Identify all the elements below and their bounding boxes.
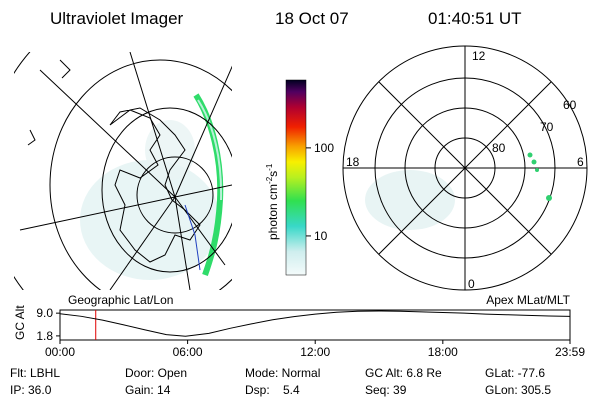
unit-text: s <box>266 171 280 177</box>
mlt-label: 18 <box>346 155 360 169</box>
mlat-label: 70 <box>540 120 554 134</box>
exponent: -2 <box>265 176 274 184</box>
colorbar-ticks: 10 100 <box>306 141 334 243</box>
colorbar-label: photon cm-2s-1 <box>265 163 280 240</box>
x-tick-label: 00:00 <box>45 345 75 359</box>
date: 18 Oct 07 <box>275 9 349 28</box>
status-field: Door: Open <box>125 366 187 380</box>
panel-label: Geographic Lat/Lon <box>68 293 173 307</box>
tick-label: 100 <box>314 141 334 155</box>
status-field: GC Alt: 6.8 Re <box>365 366 442 380</box>
colorbar <box>285 79 307 276</box>
status-field: GLat: -77.6 <box>485 366 545 380</box>
mlt-label: 6 <box>577 155 584 169</box>
tick-label: 10 <box>314 229 328 243</box>
footer: Flt: LBHL Door: Open Mode: Normal GC Alt: 6… <box>10 366 551 397</box>
mlat-label: 60 <box>563 98 577 112</box>
status-field: GLon: 305.5 <box>485 383 551 397</box>
status-field: Mode: Normal <box>245 366 320 380</box>
y-tick-label: 9.0 <box>36 306 53 320</box>
polar-plot <box>342 45 588 291</box>
x-tick-label: 06:00 <box>173 345 203 359</box>
status-field: Dsp: 5.4 <box>245 383 300 397</box>
y-axis-label: GC Alt <box>13 305 27 340</box>
altitude-curve <box>59 310 571 337</box>
panel-label: Apex MLat/MLT <box>486 293 570 307</box>
time: 01:40:51 UT <box>428 9 522 28</box>
y-tick-label: 1.8 <box>36 329 53 343</box>
x-tick-label: 12:00 <box>300 345 330 359</box>
exponent: -1 <box>265 163 274 171</box>
x-tick-label: 23:59 <box>555 345 585 359</box>
mlat-label: 80 <box>492 141 506 155</box>
status-field: Flt: LBHL <box>10 366 60 380</box>
instrument: Ultraviolet Imager <box>50 9 184 28</box>
status-field: Seq: 39 <box>365 383 407 397</box>
x-tick-label: 18:00 <box>428 345 458 359</box>
altitude-plot: 9.0 1.8 00:00 06:00 12:00 18:00 23:59 <box>36 306 585 359</box>
mlt-label: 12 <box>472 49 486 63</box>
mlt-label: 0 <box>468 277 475 291</box>
geo-map <box>14 52 232 290</box>
unit-text: photon cm <box>266 184 280 240</box>
status-field: IP: 36.0 <box>10 383 52 397</box>
status-field: Gain: 14 <box>125 383 171 397</box>
